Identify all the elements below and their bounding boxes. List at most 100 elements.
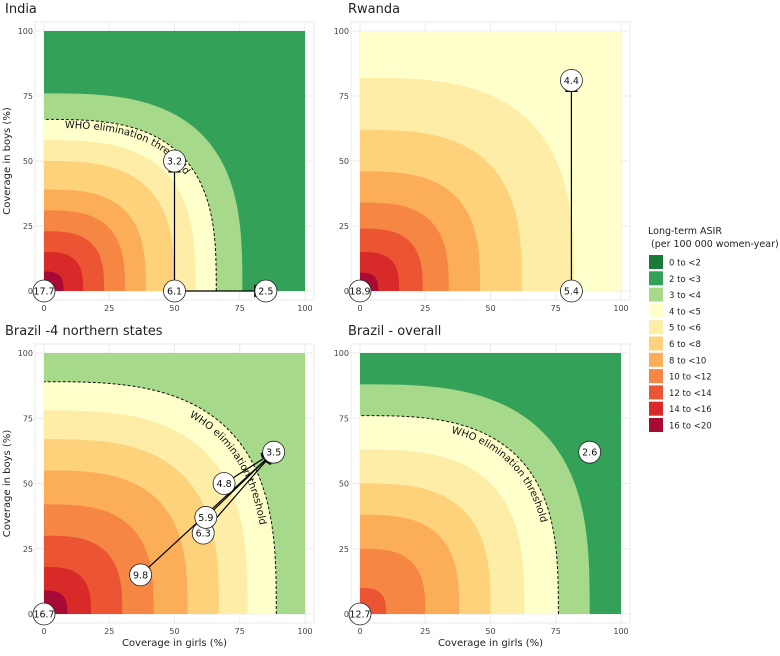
data-point-label: 2.5 xyxy=(258,287,273,298)
x-tick-label: 25 xyxy=(104,304,114,313)
data-point-marker xyxy=(578,440,602,464)
x-tick-label: 50 xyxy=(485,304,495,313)
y-tick-label: 75 xyxy=(339,414,349,423)
y-tick-label: 0 xyxy=(344,287,349,296)
legend-title: Long-term ASIR xyxy=(648,226,722,237)
heatmap: WHO elimination threshold xyxy=(44,31,305,291)
data-point-label: 3.5 xyxy=(266,448,281,459)
data-point-marker xyxy=(348,279,372,303)
panel-rwanda: Rwanda 0 25 50 75 100 0 25 50 75 100 18.9 5.4 4.4 xyxy=(334,2,631,313)
data-point-label: 5.4 xyxy=(564,287,579,298)
panel-brazil-north: Brazil -4 northern states WHO elimination… xyxy=(2,324,315,649)
x-tick-label: 100 xyxy=(297,627,312,636)
x-tick-label: 75 xyxy=(235,627,245,636)
data-point: 2.5 xyxy=(254,279,278,303)
legend-swatch xyxy=(649,255,663,269)
legend: Long-term ASIR (per 100 000 women-year) 0 … xyxy=(648,226,779,432)
panel-title: Brazil -4 northern states xyxy=(5,324,163,339)
y-axis-label: Coverage in boys (%) xyxy=(2,430,13,538)
data-point: 4.8 xyxy=(212,472,236,495)
x-tick-label: 100 xyxy=(613,304,628,313)
data-point: 3.2 xyxy=(163,149,186,173)
heatmap: WHO elimination threshold xyxy=(360,353,621,614)
legend-swatch xyxy=(649,385,663,400)
y-tick-label: 100 xyxy=(18,349,33,358)
legend-label: 2 to <3 xyxy=(669,275,701,285)
legend-subtitle: (per 100 000 women-year) xyxy=(651,239,779,250)
y-tick-label: 75 xyxy=(23,92,33,101)
y-tick-label: 75 xyxy=(339,92,349,101)
y-tick-label: 50 xyxy=(23,157,33,166)
data-point-label: 12.7 xyxy=(349,610,370,621)
data-point-marker xyxy=(32,602,56,626)
legend-label: 0 to <2 xyxy=(669,259,701,269)
data-point-label: 18.9 xyxy=(349,287,370,298)
data-point: 4.4 xyxy=(560,69,583,92)
x-axis-label: Coverage in girls (%) xyxy=(122,638,227,649)
data-point-marker xyxy=(129,563,152,587)
data-point-marker xyxy=(560,279,583,303)
panel-title: Rwanda xyxy=(348,2,400,17)
data-point-label: 9.8 xyxy=(133,570,148,581)
x-tick-label: 0 xyxy=(41,627,46,636)
x-tick-label: 50 xyxy=(169,627,179,636)
legend-label: 3 to <4 xyxy=(669,291,701,301)
heatmap: WHO elimination threshold xyxy=(44,353,305,614)
y-tick-label: 25 xyxy=(23,222,33,231)
panel-brazil-overall: Brazil - overall WHO elimination threshol… xyxy=(334,324,631,649)
legend-label: 10 to <12 xyxy=(669,373,712,383)
x-tick-label: 75 xyxy=(551,304,561,313)
data-point-label: 4.4 xyxy=(564,76,579,87)
x-tick-label: 25 xyxy=(104,627,114,636)
legend-label: 8 to <10 xyxy=(669,356,706,366)
x-tick-label: 0 xyxy=(41,304,46,313)
x-axis-label: Coverage in girls (%) xyxy=(438,638,543,649)
legend-swatch xyxy=(649,320,663,335)
data-point-label: 17.7 xyxy=(33,287,54,298)
data-point-marker xyxy=(560,69,583,92)
data-point-label: 5.9 xyxy=(198,513,213,524)
data-point: 5.4 xyxy=(560,279,583,303)
legend-swatch xyxy=(649,401,663,416)
x-tick-label: 50 xyxy=(485,627,495,636)
data-point-marker xyxy=(194,506,218,529)
legend-label: 14 to <16 xyxy=(669,405,712,415)
x-tick-label: 50 xyxy=(169,304,179,313)
data-point-label: 6.1 xyxy=(167,287,182,298)
data-point: 6.1 xyxy=(163,279,186,303)
panel-india: India WHO elimination threshold 0 25 50 75 100… xyxy=(2,2,315,313)
panel-title: Brazil - overall xyxy=(348,324,441,339)
y-tick-label: 0 xyxy=(28,610,33,619)
data-point-label: 4.8 xyxy=(217,479,232,490)
threshold-line xyxy=(44,381,277,614)
legend-label: 4 to <5 xyxy=(669,307,701,317)
y-tick-label: 25 xyxy=(23,545,33,554)
data-point: 18.9 xyxy=(348,279,372,303)
data-point-label: 2.6 xyxy=(582,448,597,459)
legend-label: 6 to <8 xyxy=(669,340,701,350)
x-tick-label: 0 xyxy=(357,627,362,636)
legend-swatch xyxy=(649,271,663,286)
legend-label: 12 to <14 xyxy=(669,389,712,399)
y-tick-label: 25 xyxy=(339,545,349,554)
x-tick-label: 100 xyxy=(297,304,312,313)
data-point: 16.7 xyxy=(32,602,56,626)
legend-swatch xyxy=(649,303,663,318)
data-point-marker xyxy=(262,440,286,464)
data-point: 3.5 xyxy=(262,440,286,464)
y-tick-label: 25 xyxy=(339,222,349,231)
legend-swatch xyxy=(649,287,663,302)
panel-title: India xyxy=(5,2,37,17)
y-tick-label: 100 xyxy=(334,27,349,36)
data-point: 5.9 xyxy=(194,506,218,529)
y-tick-label: 50 xyxy=(23,480,33,489)
threshold-line xyxy=(360,415,559,614)
data-point-marker xyxy=(163,149,186,173)
data-point-marker xyxy=(212,472,236,495)
y-tick-label: 50 xyxy=(339,480,349,489)
legend-label: 16 to <20 xyxy=(669,422,712,432)
y-tick-label: 50 xyxy=(339,157,349,166)
legend-swatch xyxy=(649,369,663,384)
